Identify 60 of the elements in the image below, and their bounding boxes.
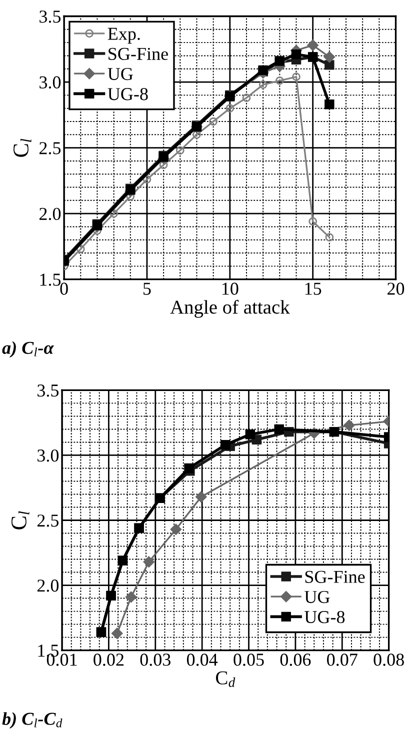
legend-label: SG-Fine [108, 48, 168, 60]
y-axis-title: C$_{l}$ [14, 138, 32, 157]
point [275, 76, 284, 85]
point [242, 94, 251, 102]
point [196, 491, 207, 502]
point [307, 40, 318, 51]
point [184, 463, 194, 474]
point [325, 233, 334, 242]
point [170, 524, 182, 535]
legend-label: Exp. [108, 28, 140, 44]
point [324, 51, 336, 63]
point [176, 146, 184, 155]
x-tick-label: 0.08 [374, 654, 404, 666]
x-tick-label: 0.06 [280, 654, 311, 666]
y-tick-label: 2.0 [40, 208, 61, 220]
x-tick-label: 0.02 [94, 654, 124, 666]
x-axis-title: C$_{d}$ [216, 671, 236, 688]
x-tick-label: 0.04 [186, 654, 218, 666]
y-tick-label: 3.0 [38, 449, 59, 462]
point [258, 80, 268, 89]
y-tick-label: 2.0 [37, 580, 59, 592]
point [126, 591, 137, 603]
x-tick-label: 0.03 [140, 654, 170, 666]
legend-label: SG-Fine [305, 570, 365, 583]
x-tick-label: 15 [305, 282, 322, 295]
point [344, 420, 355, 431]
point [324, 100, 334, 110]
x-tick-label: 20 [388, 282, 404, 295]
y-tick-label: 1.5 [40, 274, 61, 286]
point [220, 440, 230, 450]
text: a) C$_{l}$-α [2, 341, 54, 358]
point [245, 430, 256, 440]
x-tick-label: 10 [222, 282, 238, 295]
text: b) C$_{l}$-C$_{d}$ [2, 712, 62, 729]
point [143, 556, 154, 568]
point [274, 424, 284, 434]
legend-label: UG [304, 590, 330, 604]
legend-label: UG-8 [108, 88, 148, 100]
x-axis-title: Angle of attack [170, 300, 290, 318]
x-tick-label: 0 [60, 282, 68, 295]
point [209, 117, 218, 126]
point [292, 72, 300, 81]
y-axis-title: C$_{l}$ [11, 511, 30, 530]
point [291, 50, 302, 60]
y-tick-label: 3.0 [40, 76, 61, 89]
x-tick-label: 5 [144, 282, 151, 295]
point [142, 175, 152, 184]
y-tick-label: 3.5 [38, 384, 59, 397]
point [112, 628, 123, 640]
x-tick-label: 0.07 [327, 654, 358, 666]
legend-label: UG [108, 68, 133, 80]
legend-label: UG-8 [304, 610, 345, 624]
point [324, 60, 334, 70]
x-tick-label: 0.05 [234, 654, 264, 666]
y-tick-label: 2.5 [40, 142, 61, 154]
y-tick-label: 3.5 [40, 10, 61, 23]
point [308, 217, 317, 226]
point [226, 104, 234, 113]
point [76, 244, 85, 254]
y-tick-label: 2.5 [37, 514, 59, 527]
